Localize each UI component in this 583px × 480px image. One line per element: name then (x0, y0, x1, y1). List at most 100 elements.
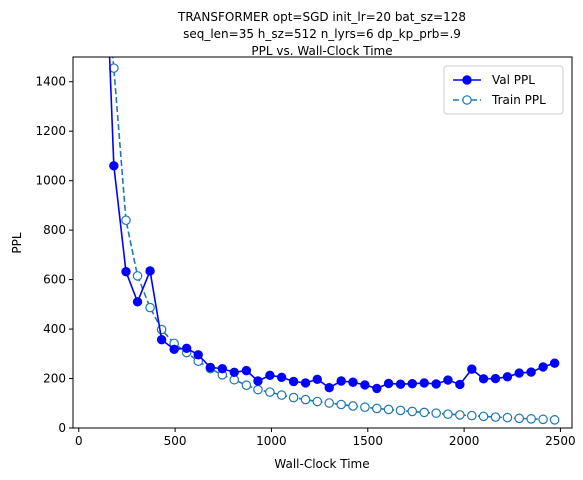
x-tick-label: 1000 (256, 434, 287, 448)
train-ppl-point (265, 387, 275, 397)
val-ppl-point (276, 372, 287, 382)
val-ppl-point (217, 363, 228, 374)
val-ppl-point (419, 378, 429, 388)
y-tick-label: 0 (58, 421, 66, 435)
val-ppl-point (467, 364, 477, 374)
legend-val-label: Val PPL (492, 73, 535, 87)
x-tick-label: 0 (75, 434, 83, 448)
val-ppl-point (383, 378, 394, 389)
chart-title-line-3: PPL vs. Wall-Clock Time (251, 44, 392, 58)
train-ppl-point (490, 412, 501, 422)
val-ppl-point (241, 365, 252, 376)
val-ppl-point (181, 343, 192, 354)
val-ppl-point (431, 379, 441, 389)
val-ppl-point (145, 266, 155, 276)
train-ppl-point (407, 406, 418, 417)
train-ppl-point (253, 384, 263, 395)
y-tick-label: 1000 (35, 174, 66, 188)
train-ppl-point (276, 390, 287, 400)
y-tick-label: 1400 (35, 75, 66, 89)
legend-box (443, 65, 564, 115)
x-tick-label: 2000 (449, 434, 480, 448)
plot-frame (72, 56, 573, 429)
train-ppl-point (431, 408, 441, 418)
legend: Val PPL Train PPL (443, 65, 564, 115)
val-ppl-point (478, 374, 489, 384)
val-ppl-point (103, 3, 111, 11)
val-ppl-point (372, 383, 382, 394)
val-ppl-point (193, 350, 203, 360)
train-ppl-point (383, 404, 394, 415)
train-ppl-point (538, 414, 548, 425)
legend-val-marker (462, 75, 472, 85)
train-ppl-point (360, 402, 370, 413)
val-ppl-point (253, 376, 263, 386)
val-ppl-point (348, 377, 358, 387)
y-axis-ticks: 0 200 400 600 800 1000 1200 1400 (35, 75, 73, 435)
train-ppl-point (121, 215, 131, 226)
val-ppl-point (300, 378, 311, 388)
val-ppl-point (336, 376, 346, 386)
val-ppl-point (407, 379, 417, 389)
train-ppl-point (312, 396, 323, 407)
train-ppl-point (145, 302, 155, 313)
train-ppl-point (372, 403, 382, 414)
val-ppl-point (455, 379, 465, 390)
train-ppl-point (419, 407, 430, 418)
train-ppl-point (103, 3, 111, 11)
val-ppl-point (109, 161, 119, 171)
legend-train-label: Train PPL (491, 93, 546, 107)
y-tick-label: 1200 (35, 124, 66, 138)
val-ppl-point (324, 382, 334, 393)
x-tick-label: 500 (164, 434, 187, 448)
train-ppl-point (395, 405, 406, 416)
chart-title-line-1: TRANSFORMER opt=SGD init_lr=20 bat_sz=12… (177, 10, 466, 24)
val-ppl-point (156, 335, 167, 345)
val-ppl-point (514, 368, 524, 378)
x-tick-label: 1500 (353, 434, 384, 448)
train-ppl-point (455, 410, 465, 420)
train-ppl-point (324, 398, 335, 408)
train-ppl-point (300, 394, 311, 405)
train-ppl-point (241, 380, 252, 391)
x-axis-ticks: 0 500 1000 1500 2000 2500 (75, 428, 576, 448)
train-ppl-point (467, 410, 477, 421)
val-ppl-point (538, 362, 548, 372)
train-ppl-point (502, 412, 513, 423)
val-ppl-point (526, 367, 536, 377)
val-ppl-point (502, 372, 513, 382)
val-ppl-point (205, 362, 216, 373)
train-ppl-point (526, 414, 536, 424)
x-tick-label: 2500 (545, 434, 576, 448)
val-ppl-point (312, 374, 322, 384)
val-ppl-point (121, 266, 131, 277)
val-ppl-point (265, 370, 275, 381)
y-axis-label: PPL (10, 232, 24, 253)
train-ppl-point (132, 271, 143, 281)
train-ppl-point (348, 401, 358, 411)
x-axis-label: Wall-Clock Time (274, 457, 369, 471)
val-ppl-point (169, 344, 179, 355)
val-ppl-point (288, 376, 299, 387)
series-layer (103, 3, 560, 425)
train-ppl-point (443, 409, 453, 419)
val-ppl-point (549, 358, 560, 368)
train-ppl-point (288, 392, 299, 403)
train-ppl-point (549, 415, 560, 425)
legend-train-marker (462, 95, 472, 105)
val-ppl-line (108, 57, 555, 390)
val-ppl-point (395, 379, 406, 389)
train-ppl-point (514, 413, 525, 424)
y-tick-label: 600 (43, 273, 66, 287)
val-ppl-point (360, 380, 370, 390)
val-ppl-point (490, 373, 501, 384)
y-tick-label: 200 (43, 372, 66, 386)
y-tick-label: 800 (43, 223, 66, 237)
train-ppl-point (336, 399, 346, 410)
train-ppl-point (478, 411, 489, 422)
val-ppl-point (132, 297, 143, 307)
y-tick-label: 400 (43, 322, 66, 336)
val-ppl-point (229, 367, 239, 378)
val-ppl-point (443, 375, 453, 385)
